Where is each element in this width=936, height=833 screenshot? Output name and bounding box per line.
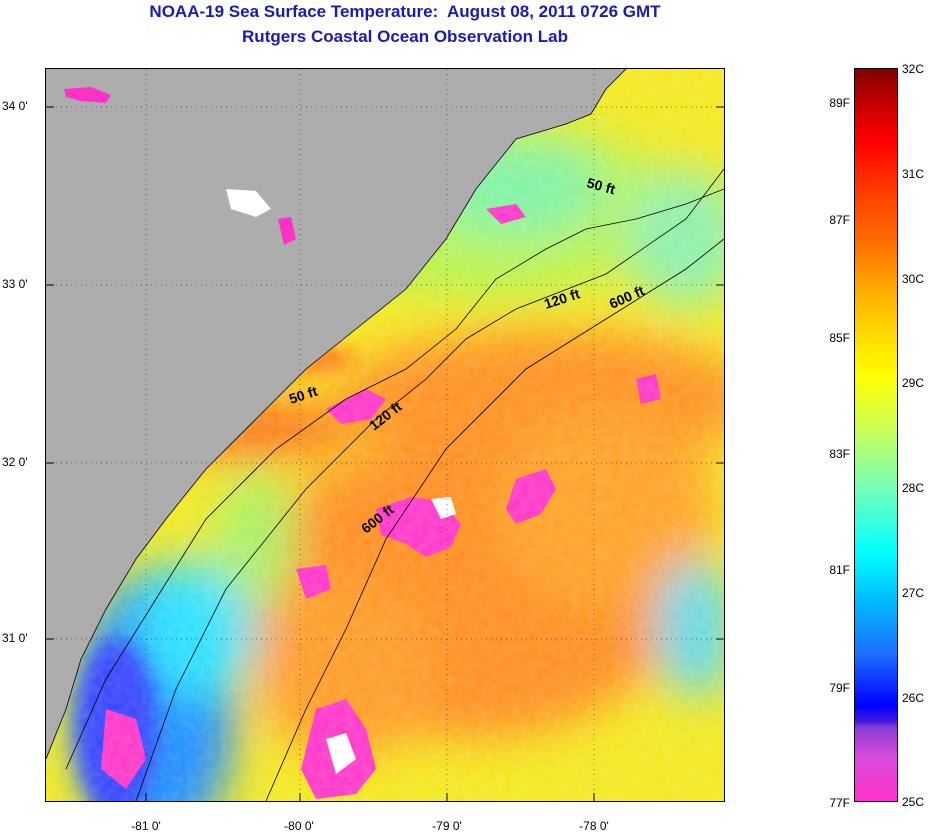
colorbar-label-77f: 77F xyxy=(829,796,850,810)
contour-120ft xyxy=(135,168,724,801)
map-subtitle: Rutgers Coastal Ocean Observation Lab xyxy=(242,27,568,46)
colorbar-label-25c: 25C xyxy=(902,795,925,809)
temperature-colorbar xyxy=(854,68,898,802)
colorbar-label-29c: 29C xyxy=(902,376,925,390)
lat-label-33: 33 0' xyxy=(2,277,28,291)
map-title: NOAA-19 Sea Surface Temperature: August … xyxy=(149,2,661,21)
ocean-sst-field xyxy=(46,69,724,801)
contour-50ft xyxy=(65,188,724,770)
coastline xyxy=(46,69,627,760)
colorbar-label-87f: 87F xyxy=(829,213,850,227)
lat-label-32: 32 0' xyxy=(2,455,28,469)
colorbar-label-85f: 85F xyxy=(829,331,850,345)
colorbar-label-83f: 83F xyxy=(829,447,850,461)
colorbar-label-26c: 26C xyxy=(902,691,925,705)
lon-label-78: -78 0' xyxy=(579,819,609,833)
graticule xyxy=(46,69,724,801)
colorbar-label-81f: 81F xyxy=(829,563,850,577)
lon-label-80: -80 0' xyxy=(284,819,314,833)
lat-label-34: 34 0' xyxy=(2,99,28,113)
contour-600ft xyxy=(265,238,724,801)
colorbar-label-89f: 89F xyxy=(829,96,850,110)
lon-label-79: -79 0' xyxy=(432,819,462,833)
lon-label-81: -81 0' xyxy=(131,819,161,833)
colorbar-label-79f: 79F xyxy=(829,681,850,695)
colorbar-label-28c: 28C xyxy=(902,481,925,495)
colorbar-label-31c: 31C xyxy=(902,167,925,181)
contour-label-50ft-east: 50 ft xyxy=(585,174,617,197)
colorbar-label-27c: 27C xyxy=(902,586,925,600)
sst-map: 50 ft 50 ft 120 ft 120 ft 600 ft 600 ft xyxy=(45,68,725,802)
colorbar-label-30c: 30C xyxy=(902,272,925,286)
depth-contours xyxy=(65,168,724,801)
lat-label-31: 31 0' xyxy=(2,631,28,645)
colorbar-label-32c: 32C xyxy=(902,62,925,76)
